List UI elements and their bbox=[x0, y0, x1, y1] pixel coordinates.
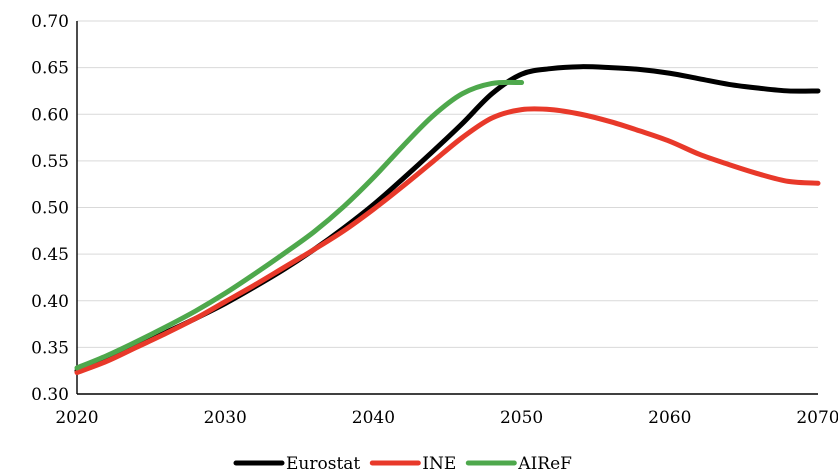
y-tick-labels: 0.30 0.35 0.40 0.45 0.50 0.55 0.60 0.65 0.70 bbox=[31, 12, 69, 405]
x-tick-label: 2040 bbox=[352, 408, 395, 428]
series-lines bbox=[74, 64, 821, 376]
legend: Eurostat INE AIReF bbox=[233, 454, 572, 474]
x-tick-label: 2070 bbox=[796, 408, 838, 428]
legend-label: AIReF bbox=[517, 454, 572, 474]
x-tick-labels: 2020 2030 2040 2050 2060 2070 bbox=[55, 408, 838, 428]
y-tick-label: 0.45 bbox=[31, 245, 69, 265]
y-tick-label: 0.50 bbox=[31, 199, 69, 219]
x-tick-label: 2030 bbox=[204, 408, 247, 428]
y-tick-label: 0.60 bbox=[31, 105, 69, 125]
x-tick-label: 2020 bbox=[55, 408, 98, 428]
y-tick-label: 0.40 bbox=[31, 292, 69, 312]
legend-item-airef: AIReF bbox=[465, 454, 572, 474]
axes bbox=[76, 21, 818, 395]
x-tick-label: 2060 bbox=[648, 408, 691, 428]
y-tick-label: 0.30 bbox=[31, 385, 69, 405]
gridlines bbox=[77, 20, 818, 348]
legend-label: Eurostat bbox=[286, 454, 360, 474]
legend-label: INE bbox=[422, 454, 456, 474]
x-tick-label: 2050 bbox=[500, 408, 543, 428]
series-line-ine bbox=[74, 106, 821, 376]
y-tick-label: 0.35 bbox=[31, 338, 69, 358]
legend-item-eurostat: Eurostat bbox=[233, 454, 360, 474]
y-tick-label: 0.65 bbox=[31, 59, 69, 79]
series-line-airef bbox=[74, 79, 525, 371]
y-tick-label: 0.70 bbox=[31, 12, 69, 32]
y-tick-label: 0.55 bbox=[31, 152, 69, 172]
legend-item-ine: INE bbox=[369, 454, 456, 474]
